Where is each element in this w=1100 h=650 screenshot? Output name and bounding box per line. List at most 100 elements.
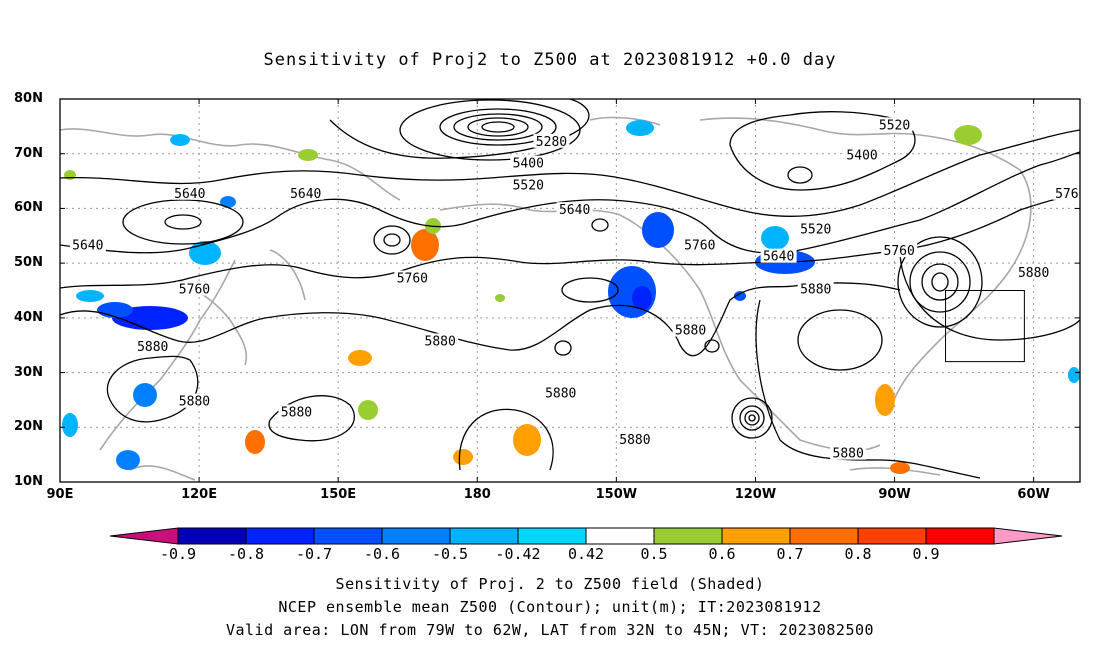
sensitivity-shading xyxy=(62,120,1080,474)
contour-label: 5880 xyxy=(179,395,210,410)
contour-label: 5640 xyxy=(559,203,590,218)
colorbar-under-triangle xyxy=(109,527,179,545)
contour-ring-inner1 xyxy=(453,113,543,141)
contour-atlantic-high xyxy=(797,309,883,371)
contour-label-bg xyxy=(556,202,593,217)
contour-label: 5760 xyxy=(884,244,915,259)
colorbar-label: 0.5 xyxy=(640,545,668,563)
lat-label: 20N xyxy=(14,419,43,435)
contour-label: 5880 xyxy=(545,386,576,401)
contour-label: 5640 xyxy=(174,187,205,202)
contour-label: 5880 xyxy=(425,334,456,349)
contour-label: 5880 xyxy=(137,340,168,355)
colorbar-label: -0.5 xyxy=(431,545,469,563)
lon-label: 120W xyxy=(734,487,777,502)
colorbar-swatch xyxy=(585,527,655,545)
contour-label-bg xyxy=(176,393,213,408)
contour-label: 5760 xyxy=(397,272,428,287)
contour-tc-inner xyxy=(744,410,760,426)
contour-pacific-high xyxy=(561,277,619,303)
contour-label: 5640 xyxy=(72,239,103,254)
contour-5280-low xyxy=(439,108,557,146)
contour-label-bg xyxy=(797,221,834,236)
colorbar-label: 0.42 xyxy=(567,545,605,563)
lat-label: 80N xyxy=(14,91,43,106)
contour-label: 5280 xyxy=(536,135,567,150)
colorbar-swatch xyxy=(653,527,723,545)
contour-5880-east xyxy=(755,299,981,479)
contour-label-bg xyxy=(510,177,547,192)
contour-label-bg xyxy=(278,404,315,419)
contour-label-bg xyxy=(533,133,570,148)
colorbar-over-triangle xyxy=(993,527,1063,545)
colorbar-label: 0.7 xyxy=(776,545,804,563)
coastlines xyxy=(60,116,1032,481)
contour-5760 xyxy=(60,194,1080,289)
colorbar-swatch xyxy=(449,527,519,545)
contour-label-bg xyxy=(287,185,324,200)
valid-area-box xyxy=(945,290,1025,363)
contour-label-bg xyxy=(760,248,797,263)
contour-label: 5640 xyxy=(763,250,794,265)
lon-label: 90W xyxy=(878,487,911,502)
lat-label: 50N xyxy=(14,255,43,271)
contour-tc-core xyxy=(748,414,756,422)
contour-ring-inner3 xyxy=(481,121,515,133)
contour-label: 5760 xyxy=(179,283,210,298)
contour-baja-ring xyxy=(704,339,720,353)
contour-label-bg xyxy=(542,385,579,400)
contour-atlantic-low-inner3 xyxy=(931,272,949,292)
contour-label: 5880 xyxy=(675,324,706,339)
footer-line-1: Sensitivity of Proj. 2 to Z500 field (Sh… xyxy=(335,575,765,593)
contour-label-bg xyxy=(422,333,459,348)
contour-label-bg xyxy=(1052,185,1080,200)
colorbar-swatch xyxy=(177,527,247,545)
contour-northeast-ridge xyxy=(899,249,1080,341)
contour-label-bg xyxy=(1015,265,1052,280)
footer-line-3: Valid area: LON from 79W to 62W, LAT fro… xyxy=(225,621,875,639)
contour-label-bg xyxy=(616,431,653,446)
contour-label: 5880 xyxy=(281,406,312,421)
lon-label: 150E xyxy=(320,487,357,502)
lon-label: 150W xyxy=(595,487,638,502)
axis-ticks xyxy=(59,98,1080,483)
contour-5880-tropics2 xyxy=(458,408,554,471)
colorbar-swatch xyxy=(245,527,315,545)
colorbar-label: 0.6 xyxy=(708,545,736,563)
colorbar-swatch xyxy=(789,527,859,545)
colorbar-label: 0.8 xyxy=(844,545,872,563)
colorbar-swatch xyxy=(381,527,451,545)
contour-tc-outer xyxy=(731,397,773,439)
contour-label: 5400 xyxy=(846,148,877,163)
contour-atlantic-low-inner2 xyxy=(921,263,959,301)
contour-alaska-low xyxy=(591,218,609,232)
contour-label: 5760 xyxy=(684,239,715,254)
contour-5520 xyxy=(60,129,1080,217)
map-frame xyxy=(59,98,1081,483)
contour-ring-outer xyxy=(399,99,581,161)
contour-label-bg xyxy=(510,155,547,170)
contour-label-bg xyxy=(844,147,881,162)
contour-label-bg xyxy=(134,338,171,353)
z500-contours xyxy=(60,99,1080,479)
contour-pacific-low xyxy=(373,225,411,255)
footer-line-2: NCEP ensemble mean Z500 (Contour); unit(… xyxy=(278,598,822,616)
lat-label: 70N xyxy=(14,145,43,161)
colorbar-swatch xyxy=(721,527,791,545)
colorbar-swatch xyxy=(313,527,383,545)
contour-5880 xyxy=(60,282,901,357)
colorbar-swatch xyxy=(517,527,587,545)
lon-label: 120E xyxy=(181,487,218,502)
contour-label-bg xyxy=(830,445,867,460)
contour-label: 5760 xyxy=(1055,187,1086,202)
colorbar-label: -0.7 xyxy=(295,545,333,563)
lat-label: 60N xyxy=(14,200,43,216)
colorbar xyxy=(109,527,1063,545)
contour-hawaii-ring xyxy=(554,340,572,356)
contour-asia-low-inner xyxy=(164,214,202,230)
contour-label-bg xyxy=(797,281,834,296)
contour-northeast-low xyxy=(787,166,813,184)
contour-label-bg xyxy=(876,117,913,132)
